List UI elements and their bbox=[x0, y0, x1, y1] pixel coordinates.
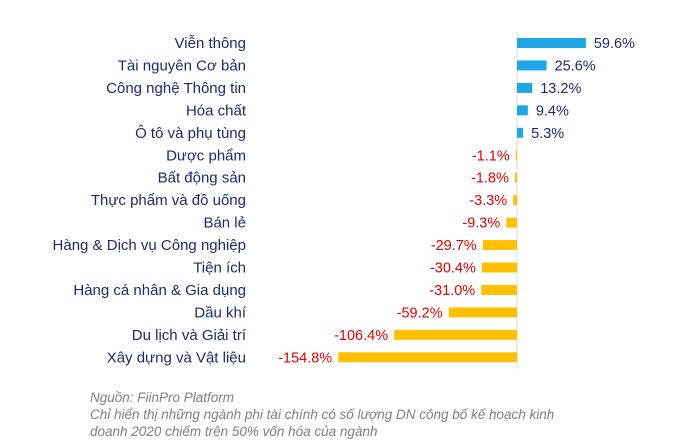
value-label: -106.4% bbox=[334, 328, 388, 344]
bar bbox=[394, 329, 517, 340]
category-label: Thực phẩm và đồ uống bbox=[91, 192, 246, 209]
value-label: -30.4% bbox=[430, 261, 476, 277]
category-label: Hóa chất bbox=[186, 102, 247, 119]
value-label: 9.4% bbox=[536, 103, 569, 119]
value-label: 59.6% bbox=[594, 36, 635, 52]
category-label: Hàng cá nhân & Gia dụng bbox=[73, 282, 246, 299]
bar bbox=[517, 127, 524, 138]
footnote-line-2: doanh 2020 chiếm trên 50% vốn hóa của ng… bbox=[90, 424, 378, 439]
bar bbox=[517, 82, 533, 93]
category-label: Dầu khí bbox=[194, 304, 247, 321]
category-label: Ô tô và phụ tùng bbox=[135, 125, 246, 142]
category-label: Xây dựng và Vật liệu bbox=[107, 349, 246, 366]
bar bbox=[517, 60, 547, 71]
bar bbox=[482, 240, 517, 251]
bar bbox=[515, 150, 517, 161]
category-label: Dược phẩm bbox=[166, 147, 246, 164]
category-label: Hàng & Dịch vụ Công nghiệp bbox=[53, 237, 246, 254]
value-label: -1.8% bbox=[471, 171, 509, 187]
value-label: -154.8% bbox=[278, 350, 332, 366]
category-label: Tài nguyên Cơ bản bbox=[118, 57, 246, 74]
category-label: Bán lẻ bbox=[203, 215, 246, 232]
source-note: Nguồn: FiinPro Platform bbox=[90, 390, 235, 405]
bar bbox=[338, 352, 517, 363]
category-label: Công nghệ Thông tin bbox=[106, 80, 246, 97]
bar bbox=[517, 38, 586, 48]
bar-chart: Viễn thông 59.6% Tài nguyên Cơ bản 25.6% Côn… bbox=[53, 31, 635, 369]
value-label: -3.3% bbox=[469, 193, 507, 209]
value-label: -1.1% bbox=[472, 148, 510, 164]
category-label: Du lịch và Giải trí bbox=[132, 327, 247, 344]
category-label: Tiện ích bbox=[193, 260, 246, 277]
value-label: 5.3% bbox=[531, 126, 564, 142]
value-label: -59.2% bbox=[397, 305, 443, 321]
bar bbox=[513, 195, 517, 206]
footnote-line-1: Chỉ hiển thị những ngành phi tài chính c… bbox=[90, 407, 555, 422]
bar bbox=[517, 105, 528, 116]
category-label: Viễn thông bbox=[175, 35, 246, 52]
bar bbox=[481, 262, 517, 273]
bar bbox=[481, 284, 517, 295]
value-label: 13.2% bbox=[540, 81, 581, 97]
value-label: 25.6% bbox=[555, 58, 596, 74]
value-label: -29.7% bbox=[431, 238, 477, 254]
value-label: -31.0% bbox=[429, 283, 475, 299]
value-label: -9.3% bbox=[462, 216, 500, 232]
bar bbox=[448, 307, 517, 318]
category-label: Bất động sản bbox=[158, 170, 246, 187]
bar bbox=[506, 217, 517, 228]
bar bbox=[514, 172, 517, 183]
